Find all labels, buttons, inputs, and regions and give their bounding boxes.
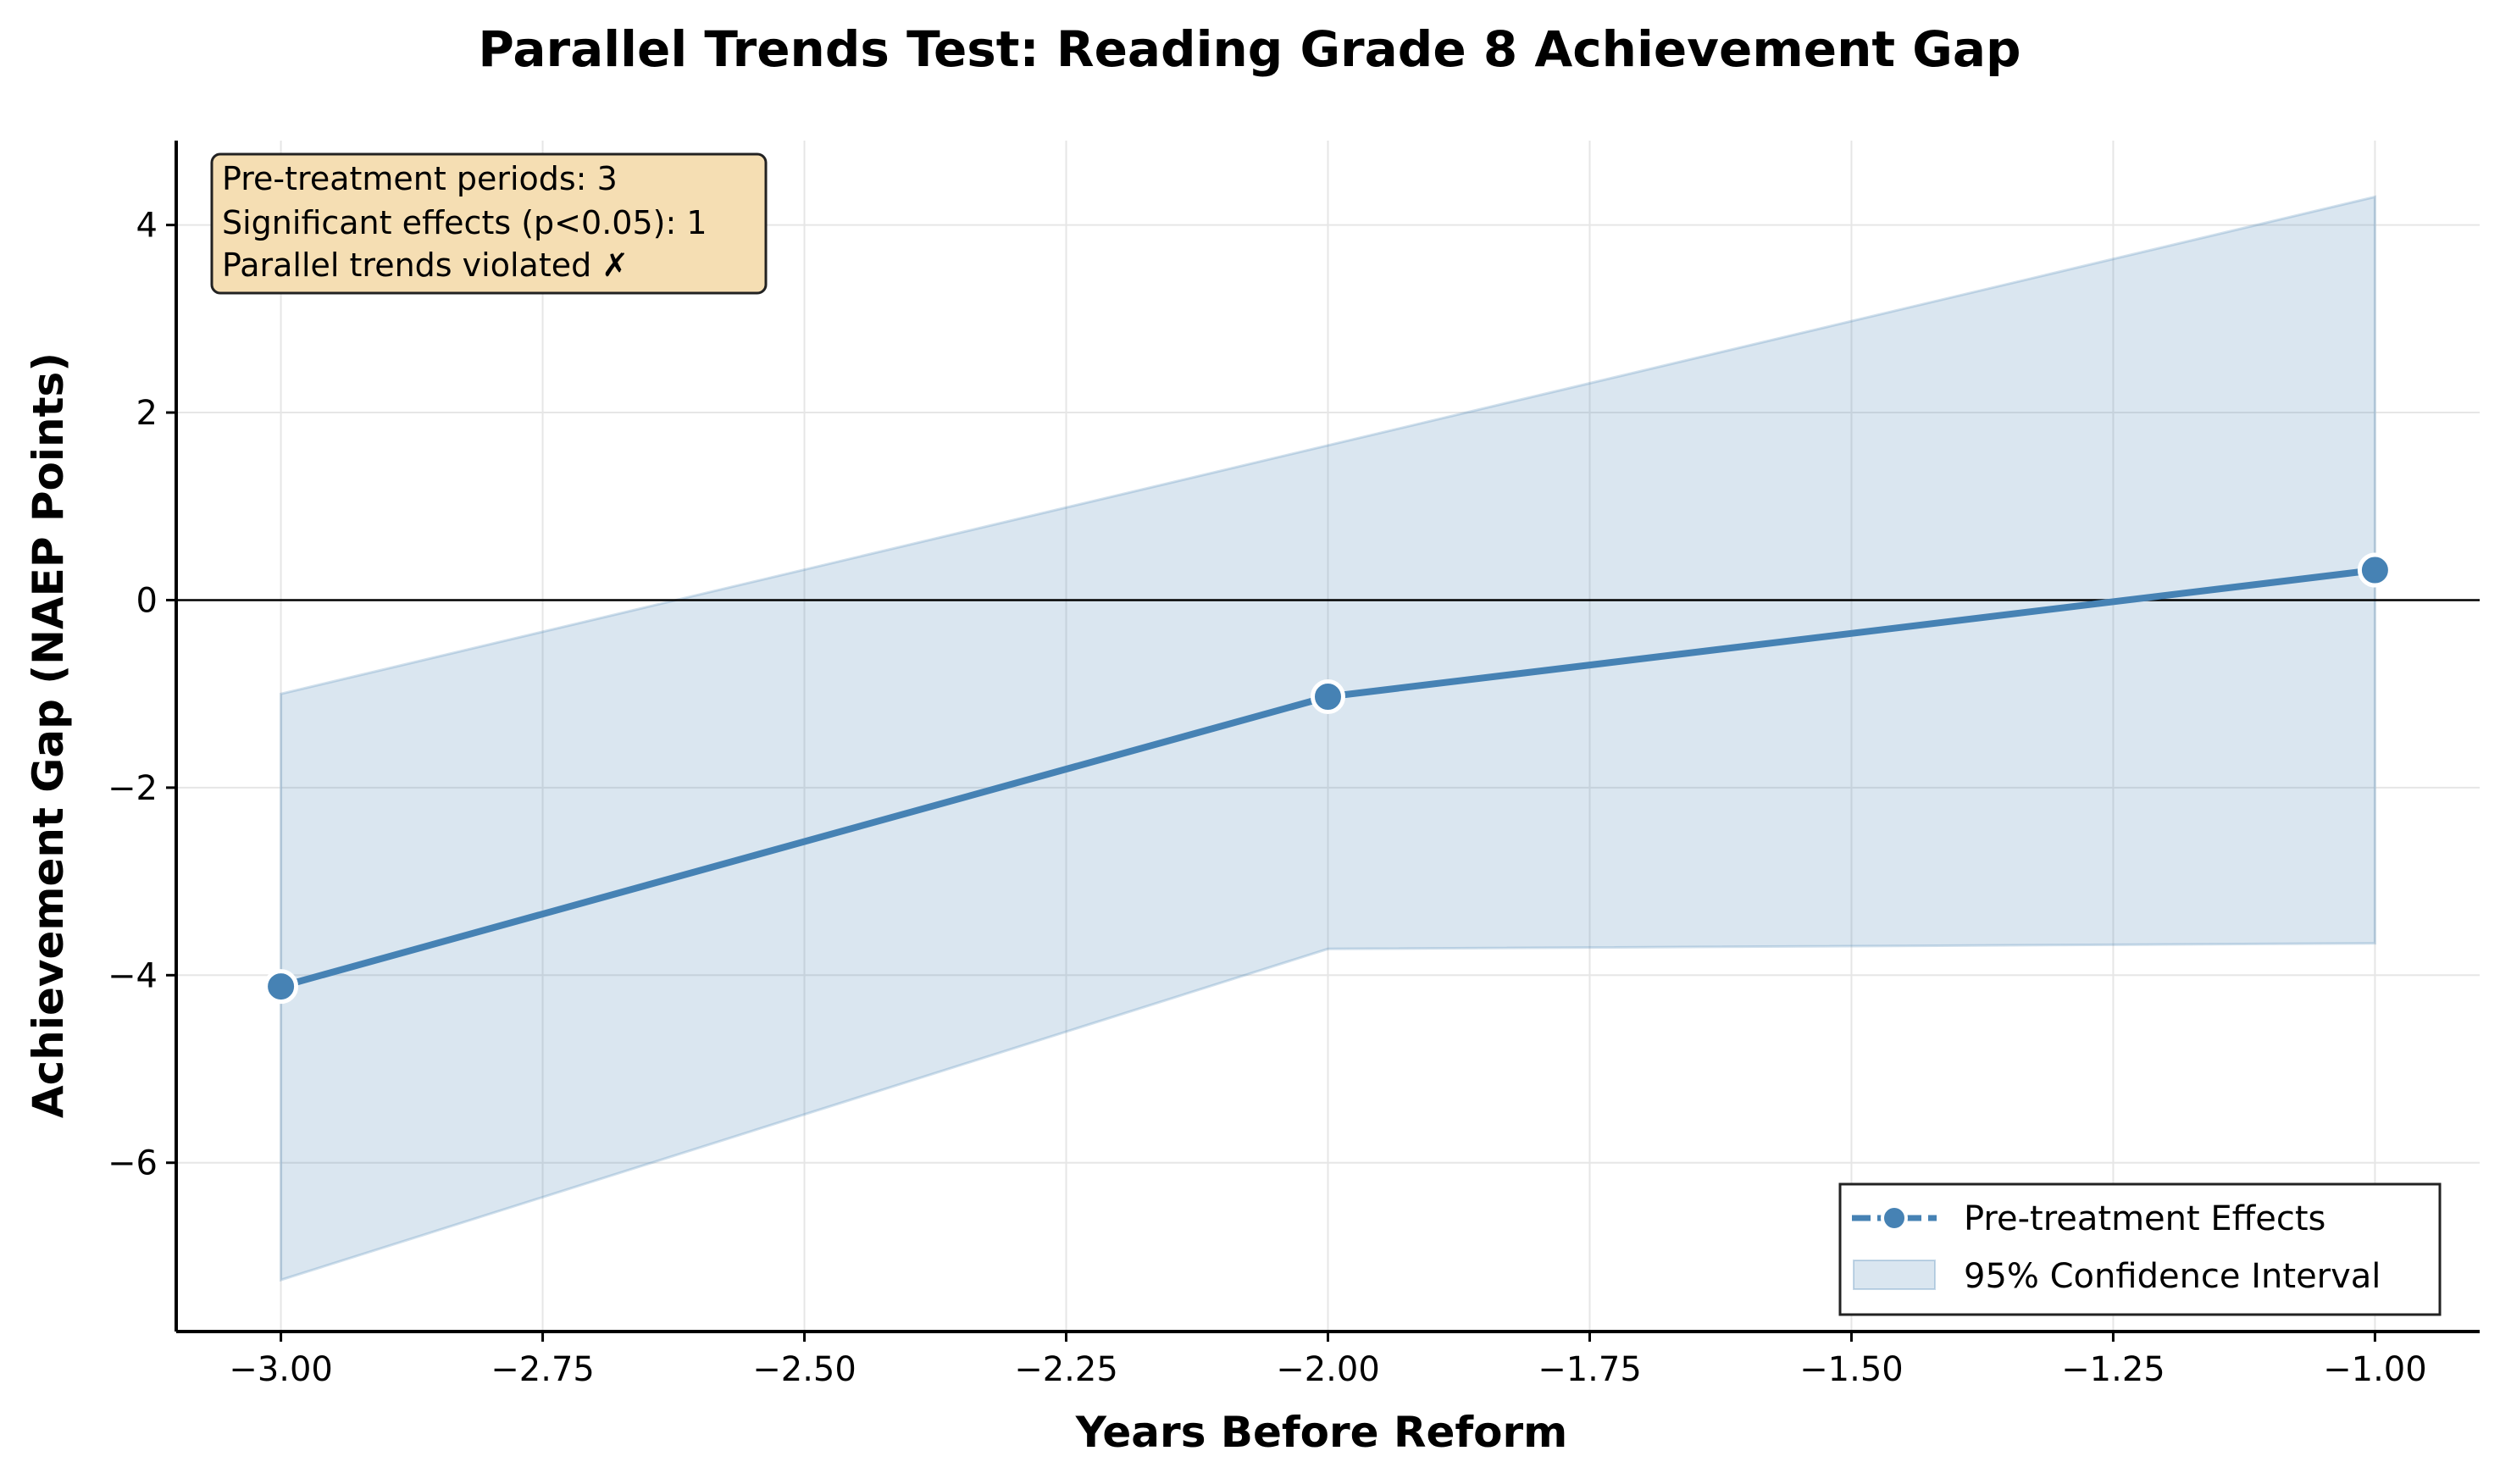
legend-band-swatch: [1853, 1260, 1936, 1290]
legend-label-series: Pre-treatment Effects: [1964, 1199, 2325, 1238]
annotation-line-2: Significant effects (p<0.05): 1: [222, 204, 707, 241]
legend-marker-swatch: [1881, 1204, 1908, 1232]
y-tick-label: 0: [136, 581, 158, 620]
confidence-band: [280, 195, 2376, 1282]
x-tick-label: −2.75: [491, 1350, 595, 1389]
y-tick-label: −6: [108, 1144, 158, 1183]
legend-label-band: 95% Confidence Interval: [1964, 1257, 2381, 1296]
chart-title: Parallel Trends Test: Reading Grade 8 Ac…: [478, 20, 2021, 78]
x-tick-label: −2.00: [1276, 1350, 1380, 1389]
x-ticks: −3.00 −2.75 −2.50 −2.25 −2.00 −1.75 −1.50 −1.25…: [229, 1332, 2427, 1389]
x-tick-label: −1.75: [1538, 1350, 1642, 1389]
x-tick-label: −2.25: [1014, 1350, 1118, 1389]
confidence-band-layer: [280, 195, 2376, 1282]
y-tick-label: 4: [136, 207, 158, 246]
data-point: [1311, 679, 1345, 715]
y-tick-label: −2: [108, 769, 158, 808]
y-ticks: −6 −4 −2 0 2 4: [108, 207, 176, 1183]
x-tick-label: −3.00: [229, 1350, 333, 1389]
grid: [176, 141, 2480, 1332]
x-axis-label: Years Before Reform: [1075, 1408, 1567, 1457]
data-point: [263, 969, 299, 1005]
x-tick-label: −1.00: [2323, 1350, 2427, 1389]
annotation-background: [210, 152, 768, 295]
legend-frame: [1838, 1182, 2442, 1316]
series-layer: [263, 552, 2392, 1005]
y-axis-label: Achievement Gap (NAEP Points): [24, 352, 73, 1118]
y-tick-label: −4: [108, 956, 158, 995]
annotation-line-1: Pre-treatment periods: 3: [222, 160, 618, 197]
annotation-line-3: Parallel trends violated ✗: [222, 246, 629, 284]
legend: Pre-treatment Effects 95% Confidence Int…: [1838, 1182, 2442, 1316]
x-tick-label: −2.50: [752, 1350, 856, 1389]
y-tick-label: 2: [136, 394, 158, 433]
x-tick-label: −1.50: [1799, 1350, 1904, 1389]
data-point: [2357, 552, 2392, 588]
annotation-box: Pre-treatment periods: 3 Significant eff…: [210, 152, 768, 295]
x-tick-label: −1.25: [2061, 1350, 2165, 1389]
